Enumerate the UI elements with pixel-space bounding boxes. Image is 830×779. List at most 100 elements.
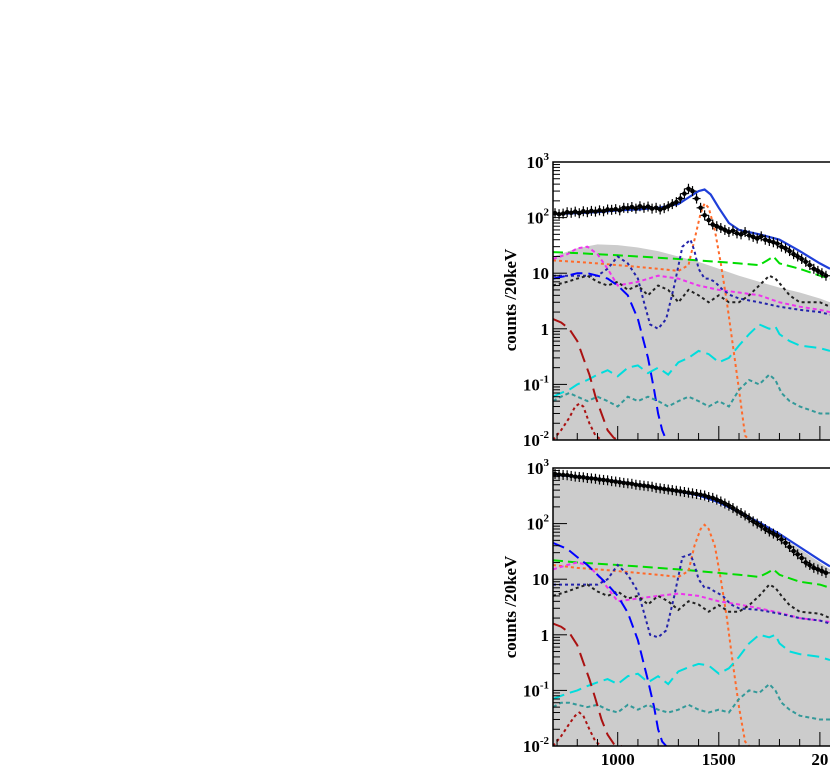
background-fill-area bbox=[553, 476, 830, 746]
series-curve-10 bbox=[553, 711, 603, 746]
data-point bbox=[745, 513, 754, 524]
data-point bbox=[583, 473, 592, 484]
series-curve-3 bbox=[553, 245, 830, 314]
y-axis-title: counts /20keV bbox=[501, 248, 520, 351]
data-point bbox=[712, 494, 721, 505]
series-curve-4 bbox=[553, 553, 830, 639]
series-curve-9 bbox=[553, 622, 622, 746]
data-point bbox=[644, 201, 653, 212]
data-point bbox=[680, 188, 689, 199]
data-point bbox=[676, 193, 685, 204]
x-tick-label: 20 bbox=[811, 750, 828, 769]
data-point bbox=[728, 503, 737, 514]
data-point bbox=[737, 229, 746, 240]
y-tick-label: 10-2 bbox=[523, 429, 550, 450]
y-tick-label: 102 bbox=[527, 513, 550, 534]
data-point bbox=[785, 541, 794, 552]
data-point bbox=[716, 496, 725, 507]
data-point bbox=[793, 549, 802, 560]
data-point bbox=[575, 208, 584, 219]
data-point bbox=[688, 186, 697, 197]
data-point bbox=[619, 477, 628, 488]
y-tick-label: 10-1 bbox=[523, 679, 549, 700]
data-point bbox=[817, 566, 826, 577]
y-tick-label: 10-2 bbox=[523, 735, 550, 756]
series-curve-7 bbox=[553, 323, 830, 398]
data-point bbox=[781, 537, 790, 548]
plot-frame bbox=[552, 161, 830, 441]
series-curve-3 bbox=[553, 561, 830, 623]
data-point bbox=[797, 254, 806, 265]
y-tick-label: 102 bbox=[527, 207, 550, 228]
series-curve-6 bbox=[553, 541, 667, 746]
background-fill-area bbox=[553, 244, 830, 440]
data-point bbox=[716, 223, 725, 234]
data-point bbox=[720, 224, 729, 235]
data-point bbox=[749, 516, 758, 527]
data-point bbox=[741, 510, 750, 521]
x-tick-label: 1000 bbox=[601, 750, 635, 769]
data-point bbox=[789, 249, 798, 260]
plot-area bbox=[553, 468, 830, 746]
data-point bbox=[704, 215, 713, 226]
data-point bbox=[728, 225, 737, 236]
data-point bbox=[563, 470, 572, 481]
data-point bbox=[773, 530, 782, 541]
y-tick-label: 10 bbox=[532, 264, 549, 283]
data-point bbox=[821, 270, 830, 281]
data-point bbox=[761, 523, 770, 534]
data-point bbox=[769, 528, 778, 539]
data-point bbox=[757, 231, 766, 242]
series-curve-8 bbox=[553, 373, 830, 415]
data-point bbox=[737, 508, 746, 519]
series-curve-9 bbox=[553, 318, 622, 440]
data-point bbox=[753, 518, 762, 529]
data-point bbox=[623, 478, 632, 489]
series-curve-1 bbox=[553, 251, 830, 280]
data-point bbox=[789, 546, 798, 557]
y-axis-title: counts /20keV bbox=[501, 555, 520, 658]
data-point bbox=[801, 557, 810, 568]
data-point bbox=[720, 498, 729, 509]
data-point bbox=[809, 263, 818, 274]
data-point bbox=[599, 206, 608, 217]
series-curve-6 bbox=[553, 272, 668, 440]
data-point bbox=[668, 199, 677, 210]
data-point bbox=[793, 251, 802, 262]
plot-area bbox=[553, 183, 830, 440]
data-point bbox=[805, 260, 814, 271]
data-point bbox=[696, 202, 705, 213]
y-tick-label: 1 bbox=[541, 320, 550, 339]
series-curve-7 bbox=[553, 633, 830, 700]
data-point bbox=[757, 521, 766, 532]
data-point bbox=[732, 505, 741, 516]
data-point bbox=[664, 201, 673, 212]
x-tick-label: 1500 bbox=[702, 750, 736, 769]
data-point bbox=[660, 203, 669, 214]
data-point bbox=[797, 553, 806, 564]
data-point bbox=[785, 246, 794, 257]
data-point bbox=[805, 560, 814, 571]
data-point bbox=[781, 243, 790, 254]
data-point bbox=[753, 233, 762, 244]
series-curve-1 bbox=[553, 559, 830, 589]
y-tick-label: 103 bbox=[527, 457, 550, 478]
data-point bbox=[801, 256, 810, 267]
y-tick-label: 10-1 bbox=[523, 373, 549, 394]
series-curve-8 bbox=[553, 682, 830, 721]
data-point bbox=[777, 534, 786, 545]
y-tick-label: 10 bbox=[532, 570, 549, 589]
data-point bbox=[821, 567, 830, 578]
data-point bbox=[692, 193, 701, 204]
data-point bbox=[724, 500, 733, 511]
data-point bbox=[700, 210, 709, 221]
series-curve-5 bbox=[553, 274, 830, 308]
data-point bbox=[765, 526, 774, 537]
data-point bbox=[817, 268, 826, 279]
data-point bbox=[631, 203, 640, 214]
y-tick-label: 1 bbox=[541, 626, 550, 645]
data-point bbox=[672, 197, 681, 208]
data-point bbox=[813, 265, 822, 276]
